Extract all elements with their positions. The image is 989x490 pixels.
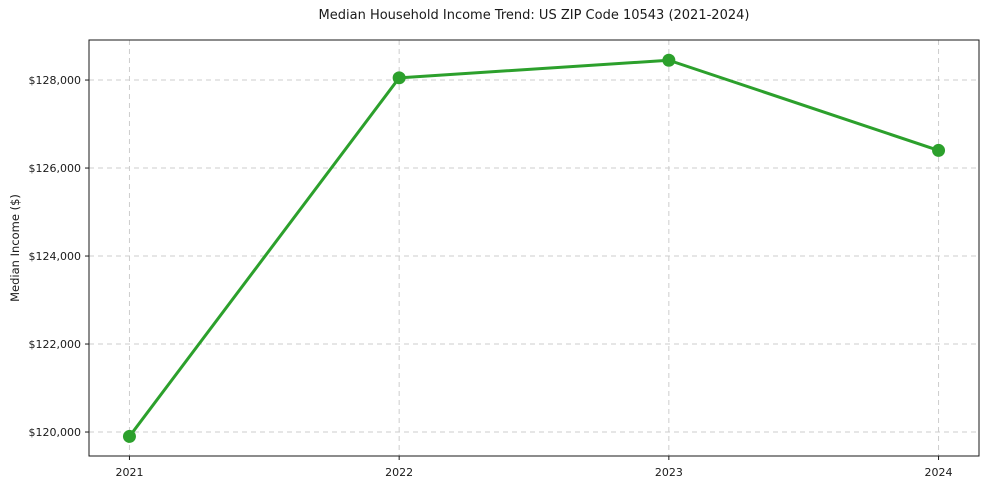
y-tick-label: $120,000 xyxy=(29,426,82,439)
data-point xyxy=(392,71,406,85)
y-tick-label: $126,000 xyxy=(29,162,82,175)
x-tick-label: 2023 xyxy=(655,466,683,479)
plot-border xyxy=(88,39,980,457)
data-point xyxy=(932,143,946,157)
y-tick-label: $124,000 xyxy=(29,250,82,263)
x-tick-label: 2024 xyxy=(925,466,953,479)
x-tick-label: 2022 xyxy=(385,466,413,479)
trend-line xyxy=(127,58,941,438)
data-point xyxy=(662,53,676,67)
y-tick-label: $128,000 xyxy=(29,74,82,87)
data-point xyxy=(122,429,136,443)
chart-title: Median Household Income Trend: US ZIP Co… xyxy=(318,8,750,23)
x-tick-label: 2021 xyxy=(115,466,143,479)
y-tick-label: $122,000 xyxy=(29,338,82,351)
